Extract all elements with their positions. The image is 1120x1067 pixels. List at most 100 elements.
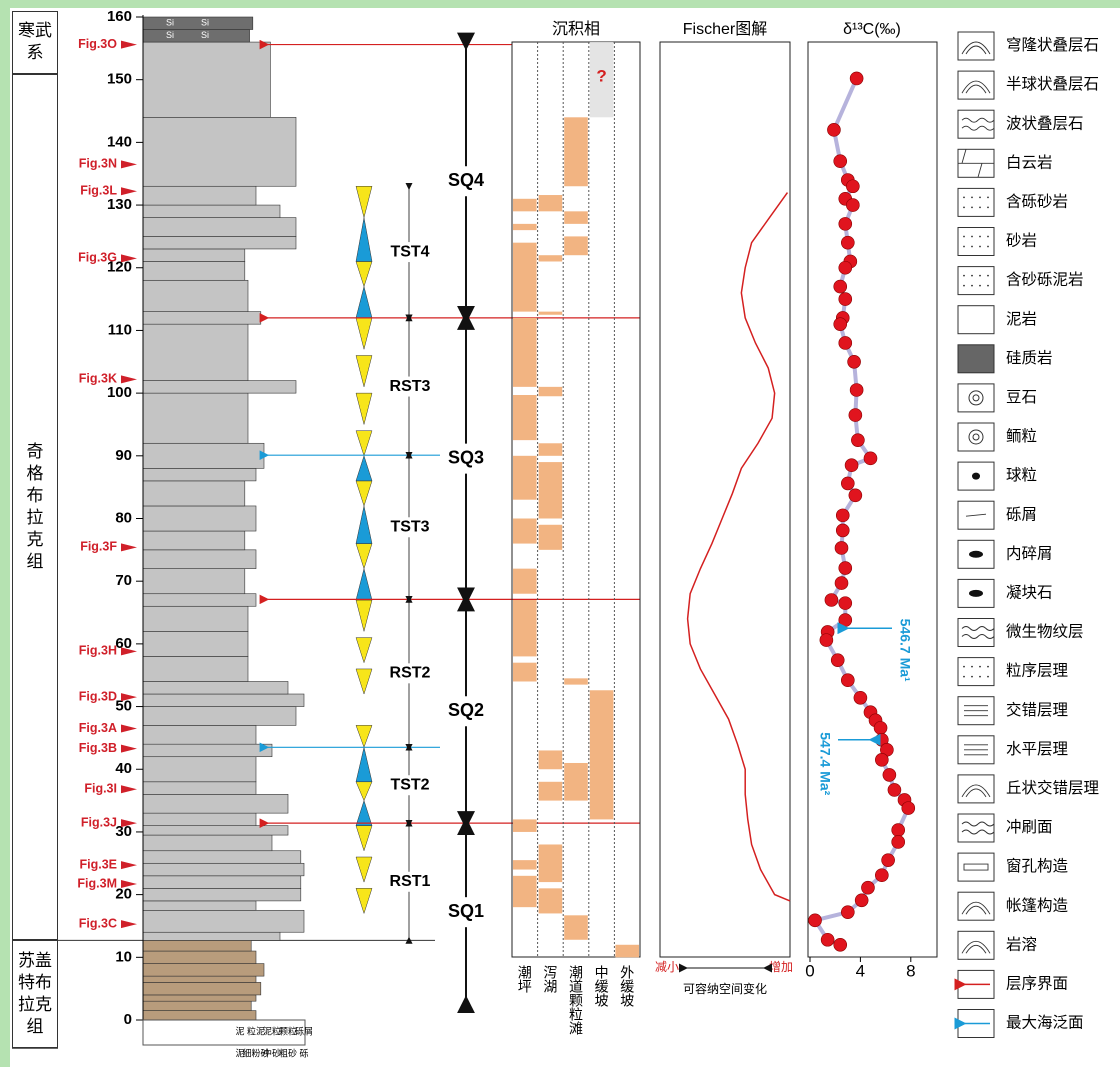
bed: [143, 218, 296, 237]
isotope-point: [839, 562, 852, 575]
figure: 0102030405060708090100110120130140150160…: [0, 0, 1120, 1067]
legend-symbol: [963, 275, 965, 277]
isotope-point: [875, 753, 888, 766]
sequence-label: SQ1: [448, 901, 484, 921]
formation: 寒武系: [12, 11, 58, 74]
facies-interval: [564, 915, 588, 939]
isotope-curve: [815, 78, 908, 944]
shallowing-cycle: [356, 356, 372, 387]
facies-interval: [513, 456, 537, 500]
facies-interval: [513, 243, 537, 312]
legend-symbol: [969, 551, 983, 558]
legend-symbol: [963, 236, 965, 238]
isotope-point: [841, 906, 854, 919]
bed: [143, 932, 280, 940]
facies-name: 泻湖: [542, 965, 558, 994]
facies-interval: [539, 844, 563, 882]
isotope-point: [839, 261, 852, 274]
tract-label: TST4: [390, 243, 429, 260]
isotope-point: [855, 894, 868, 907]
bed: [143, 863, 304, 876]
bed: [143, 835, 272, 851]
legend-label: 砾屑: [1006, 505, 1037, 523]
legend-label: 水平层理: [1006, 740, 1068, 758]
facies-interval: [513, 395, 537, 440]
facies-name: 外缓坡: [619, 965, 635, 1007]
chert-label: Si: [201, 18, 209, 28]
legend-symbol: [971, 676, 973, 678]
grain-label: 粗砂: [279, 1047, 297, 1058]
legend-label: 鲕粒: [1006, 427, 1037, 445]
isotope-point: [902, 802, 915, 815]
fig-label: Fig.3M: [77, 876, 117, 890]
legend-symbol: [987, 676, 989, 678]
legend-icon: [958, 345, 994, 373]
grain-label: 砾屑: [295, 1025, 313, 1036]
legend-symbol: [971, 666, 973, 668]
y-tick-label: 100: [107, 384, 132, 401]
deepening-cycle: [356, 747, 372, 781]
facies-interval: [513, 663, 537, 682]
isotope-point: [845, 459, 858, 472]
bed: [143, 794, 288, 813]
isotope-point: [874, 721, 887, 734]
legend-icon: [958, 423, 994, 451]
legend-label: 穹隆状叠层石: [1006, 36, 1099, 54]
legend-symbol: [963, 285, 965, 287]
fig-marker: [121, 160, 137, 168]
bed: [143, 744, 272, 757]
legend-symbol: [963, 666, 965, 668]
facies-interval: [539, 195, 563, 211]
legend-icon: [958, 853, 994, 881]
facies-name: 潮坪: [517, 965, 533, 993]
fig-label: Fig.3N: [79, 157, 117, 171]
bed: [143, 940, 251, 951]
facies-interval: [539, 443, 563, 456]
bed: [143, 17, 253, 30]
formation-label: 寒武系: [15, 20, 55, 64]
legend-icon: [958, 619, 994, 647]
legend-label: 冲刷面: [1006, 818, 1053, 836]
bed: [143, 1011, 256, 1020]
legend-label: 帐篷构造: [1006, 895, 1069, 914]
facies-interval: [564, 678, 588, 684]
fig-marker: [121, 861, 137, 869]
bed: [143, 976, 256, 982]
facies-interval: [564, 117, 588, 186]
isotope-point: [839, 336, 852, 349]
axis-title: 可容纳空间变化: [683, 981, 767, 996]
fig-label: Fig.3I: [84, 782, 117, 796]
isotope-point: [834, 280, 847, 293]
shallowing-cycle: [356, 826, 372, 851]
tract-label: RST2: [390, 665, 431, 682]
axis-max-label: 增加: [769, 960, 793, 974]
legend-label: 层序界面: [1006, 974, 1068, 992]
facies-interval: [539, 255, 563, 261]
fig-label: Fig.3C: [79, 916, 117, 930]
facies-interval: [513, 600, 537, 656]
bed: [143, 30, 250, 43]
bed: [143, 550, 256, 569]
isotope-point: [848, 355, 861, 368]
legend-symbol: [971, 246, 973, 248]
isotope-point: [851, 434, 864, 447]
bed: [143, 694, 304, 707]
bed: [143, 901, 256, 910]
bed: [143, 606, 248, 631]
fischer-curve: [688, 193, 790, 901]
legend-symbol: [963, 207, 965, 209]
legend-symbol: [987, 666, 989, 668]
bed: [143, 1001, 251, 1010]
legend-symbol: [979, 676, 981, 678]
fig-label: Fig.3G: [78, 251, 117, 265]
isotope-point: [839, 217, 852, 230]
axis-min-label: 减小: [655, 960, 679, 974]
legend-label: 波状叠层石: [1006, 114, 1084, 132]
fig-marker: [121, 41, 137, 49]
legend-symbol: [963, 246, 965, 248]
y-tick-label: 70: [115, 572, 132, 589]
isotope-point: [849, 489, 862, 502]
legend-icon: [958, 658, 994, 686]
isotope-point: [831, 654, 844, 667]
y-tick-label: 20: [115, 886, 132, 903]
